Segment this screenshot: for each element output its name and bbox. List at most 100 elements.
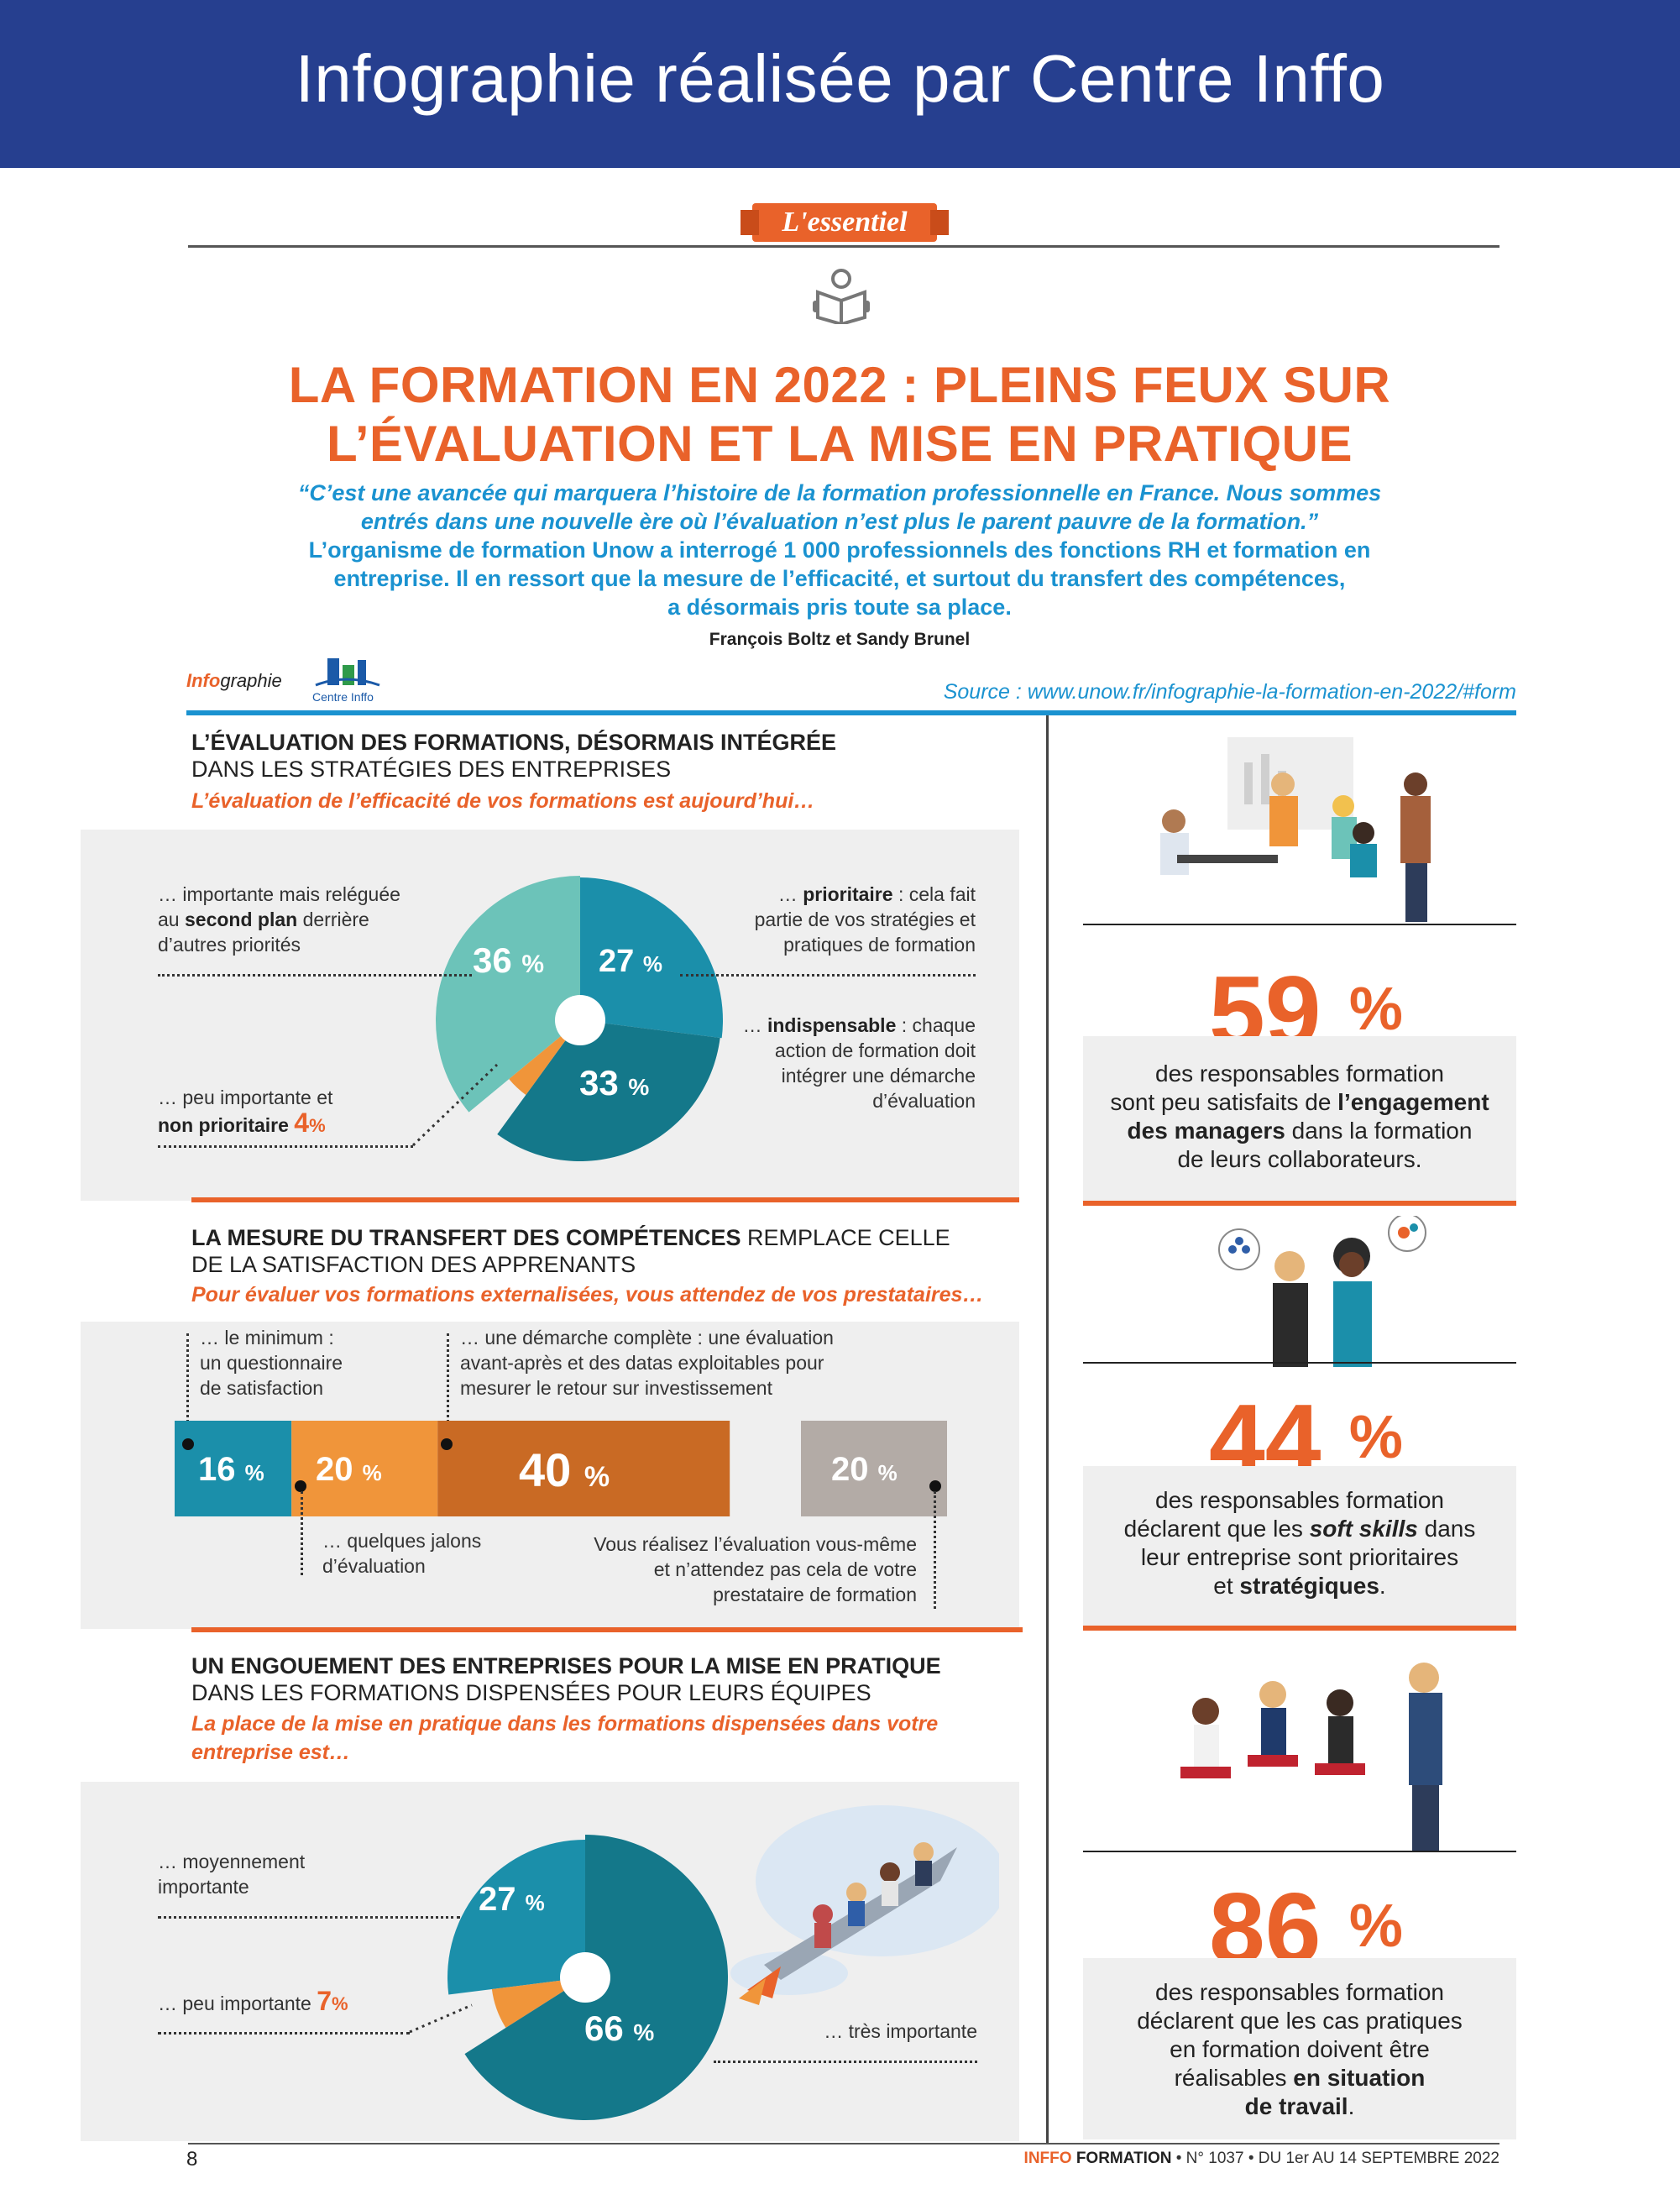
centre-inffo-text: Centre Inffo <box>312 690 374 704</box>
stat2-l2b: soft skills <box>1309 1516 1418 1542</box>
stat3-l4: réalisables <box>1174 2065 1294 2091</box>
label-second-b-bold: second plan <box>184 909 298 930</box>
footer-issue: INFFO FORMATION • N° 1037 • DU 1er AU 14… <box>924 2150 1499 2168</box>
stat1-l2: sont peu satisfaits de <box>1110 1089 1338 1115</box>
label-jal-a: … quelques jalons <box>322 1530 482 1552</box>
stat2-box <box>1083 1466 1516 1627</box>
label-jal-b: d’évaluation <box>322 1555 426 1577</box>
authors: François Boltz et Sandy Brunel <box>709 630 971 649</box>
source-link[interactable]: Source : www.unow.fr/infographie-la-form… <box>943 680 1516 704</box>
stat2-bottom-rule <box>1083 1626 1516 1631</box>
title-line-2: L’ÉVALUATION ET LA MISE EN PRATIQUE <box>327 416 1353 472</box>
section3-title-rest: DANS LES FORMATIONS DISPENSÉES POUR LEUR… <box>191 1680 871 1705</box>
intro-line-1: L’organisme de formation Unow a interrog… <box>308 537 1371 563</box>
label-self-a: Vous réalisez l’évaluation vous-même <box>594 1533 917 1555</box>
stat1-bottom-rule <box>1083 1201 1516 1206</box>
stat2-l4: et <box>1213 1573 1240 1599</box>
label-indis-a-rest: : chaque <box>896 1014 976 1036</box>
stat1-box <box>1083 1036 1516 1204</box>
section2-title-rest: REMPLACE CELLE <box>741 1225 950 1250</box>
bar-segment-complete <box>437 1421 730 1516</box>
stat1-l1: des responsables formation <box>1155 1060 1444 1087</box>
pie1-label-prioritaire: … prioritaire : cela fait partie de vos … <box>705 882 976 957</box>
bar-dot-self <box>929 1480 941 1492</box>
stat3-l5c: . <box>1348 2093 1355 2119</box>
infographie-logo: Infographie <box>186 670 282 692</box>
label-comp-c: mesurer le retour sur investissement <box>460 1377 772 1399</box>
two-women-illustration <box>1218 1216 1426 1367</box>
stat3-text: des responsables formation déclarent que… <box>1083 1978 1516 2121</box>
stat2-l4c: . <box>1379 1573 1386 1599</box>
label-prio-a-bold: prioritaire <box>803 883 893 905</box>
stat1-l3: dans la formation <box>1285 1118 1473 1144</box>
section1-title: L’ÉVALUATION DES FORMATIONS, DÉSORMAIS I… <box>191 729 1031 783</box>
book-reader-icon <box>813 269 870 324</box>
pie1-leader-diagonal <box>411 1063 499 1147</box>
pie1-slice-prioritaire <box>580 877 724 1039</box>
bar-val-20b: 20 <box>831 1451 869 1488</box>
training-session-illustration <box>1180 1663 1442 1852</box>
label-prio-c: pratiques de formation <box>783 934 976 956</box>
pie3-center-hole <box>560 1952 610 2003</box>
title-line-1: LA FORMATION EN 2022 : PLEINS FEUX SUR <box>288 357 1391 413</box>
stat3-l4b: en situation <box>1293 2065 1426 2091</box>
section3-subtitle-a: La place de la mise en pratique dans les… <box>191 1712 939 1736</box>
centre-inffo-logo-icon <box>315 658 380 687</box>
label-prio-a: … <box>777 883 803 905</box>
pie3-leader-peu <box>158 2032 410 2035</box>
stat3-box <box>1083 1958 1516 2139</box>
label-peu3: … peu importante <box>158 1993 311 2014</box>
stat2-l1: des responsables formation <box>1155 1487 1444 1513</box>
stat2-top-rule <box>1083 1362 1516 1364</box>
pie1-leader-second <box>158 974 472 977</box>
label-indis-b: action de formation doit <box>774 1040 976 1061</box>
label-indis-a: … <box>742 1014 767 1036</box>
pie1-slice-peu-importante <box>509 1020 580 1095</box>
label-second-a: … importante mais reléguée <box>158 883 400 905</box>
footer-issue-text: • N° 1037 • DU 1er AU 14 SEPTEMBRE 2022 <box>1171 2150 1499 2167</box>
bar-segment-minimum <box>175 1421 292 1516</box>
bar-val-20a: 20 <box>316 1451 353 1488</box>
pie3-leader-diagonal <box>409 2003 473 2034</box>
stat3-top-rule <box>1083 1851 1516 1852</box>
stat2-l2c: dans <box>1417 1516 1476 1542</box>
label-moy-b: importante <box>158 1876 249 1898</box>
label-peu-a: … peu importante et <box>158 1087 333 1108</box>
bar-label-minimum: … le minimum : un questionnaire de satis… <box>200 1325 418 1401</box>
header-rule <box>188 245 1499 248</box>
section2-title-bold: LA MESURE DU TRANSFERT DES COMPÉTENCES <box>191 1225 741 1250</box>
team-meeting-illustration <box>1160 737 1431 922</box>
pie1-slice-second-plan <box>435 876 580 1113</box>
pie1-leader-peu <box>158 1145 413 1148</box>
column-divider <box>1046 715 1049 2143</box>
stacked-bar-chart <box>175 1421 947 1516</box>
article-intro: L’organisme de formation Unow a interrog… <box>210 536 1469 621</box>
stat2-text: des responsables formation déclarent que… <box>1083 1486 1516 1600</box>
bar-leader-complete <box>447 1333 449 1443</box>
label-second-b: au <box>158 909 185 930</box>
label-indis-c: intégrer une démarche <box>781 1065 976 1087</box>
bar-pct-20b: 20 % <box>831 1451 898 1488</box>
pie3-val-7: 7 <box>317 1986 332 2016</box>
bar-segment-self <box>801 1421 947 1516</box>
section3-title: UN ENGOUEMENT DES ENTREPRISES POUR LA MI… <box>191 1652 1031 1706</box>
section2-title: LA MESURE DU TRANSFERT DES COMPÉTENCES R… <box>191 1224 1031 1278</box>
bar-dot-minimum <box>182 1438 194 1450</box>
pie3-leader-moy <box>158 1916 460 1919</box>
bar-dot-complete <box>441 1438 453 1450</box>
pie1-pct-36: 36 % <box>473 940 545 980</box>
bar-dot-jalons <box>295 1480 306 1492</box>
footer-rule <box>188 2143 1499 2144</box>
article-title: LA FORMATION EN 2022 : PLEINS FEUX SUR L… <box>168 356 1511 474</box>
section2-bottom-rule <box>191 1627 1023 1632</box>
section1-bottom-rule <box>191 1197 1019 1202</box>
stat3-l2: déclarent que les cas pratiques <box>1137 2008 1463 2034</box>
bar-label-jalons: … quelques jalons d’évaluation <box>322 1528 557 1579</box>
bar-leader-minimum <box>186 1333 189 1443</box>
footer-brand-b: FORMATION <box>1076 2150 1172 2167</box>
label-min-c: de satisfaction <box>200 1377 324 1399</box>
pie3-pct-27: 27 % <box>479 1881 545 1918</box>
essentiel-ribbon: L'essentiel <box>741 203 949 242</box>
stat1-l3b: des managers <box>1127 1118 1285 1144</box>
page-number: 8 <box>186 2148 198 2171</box>
